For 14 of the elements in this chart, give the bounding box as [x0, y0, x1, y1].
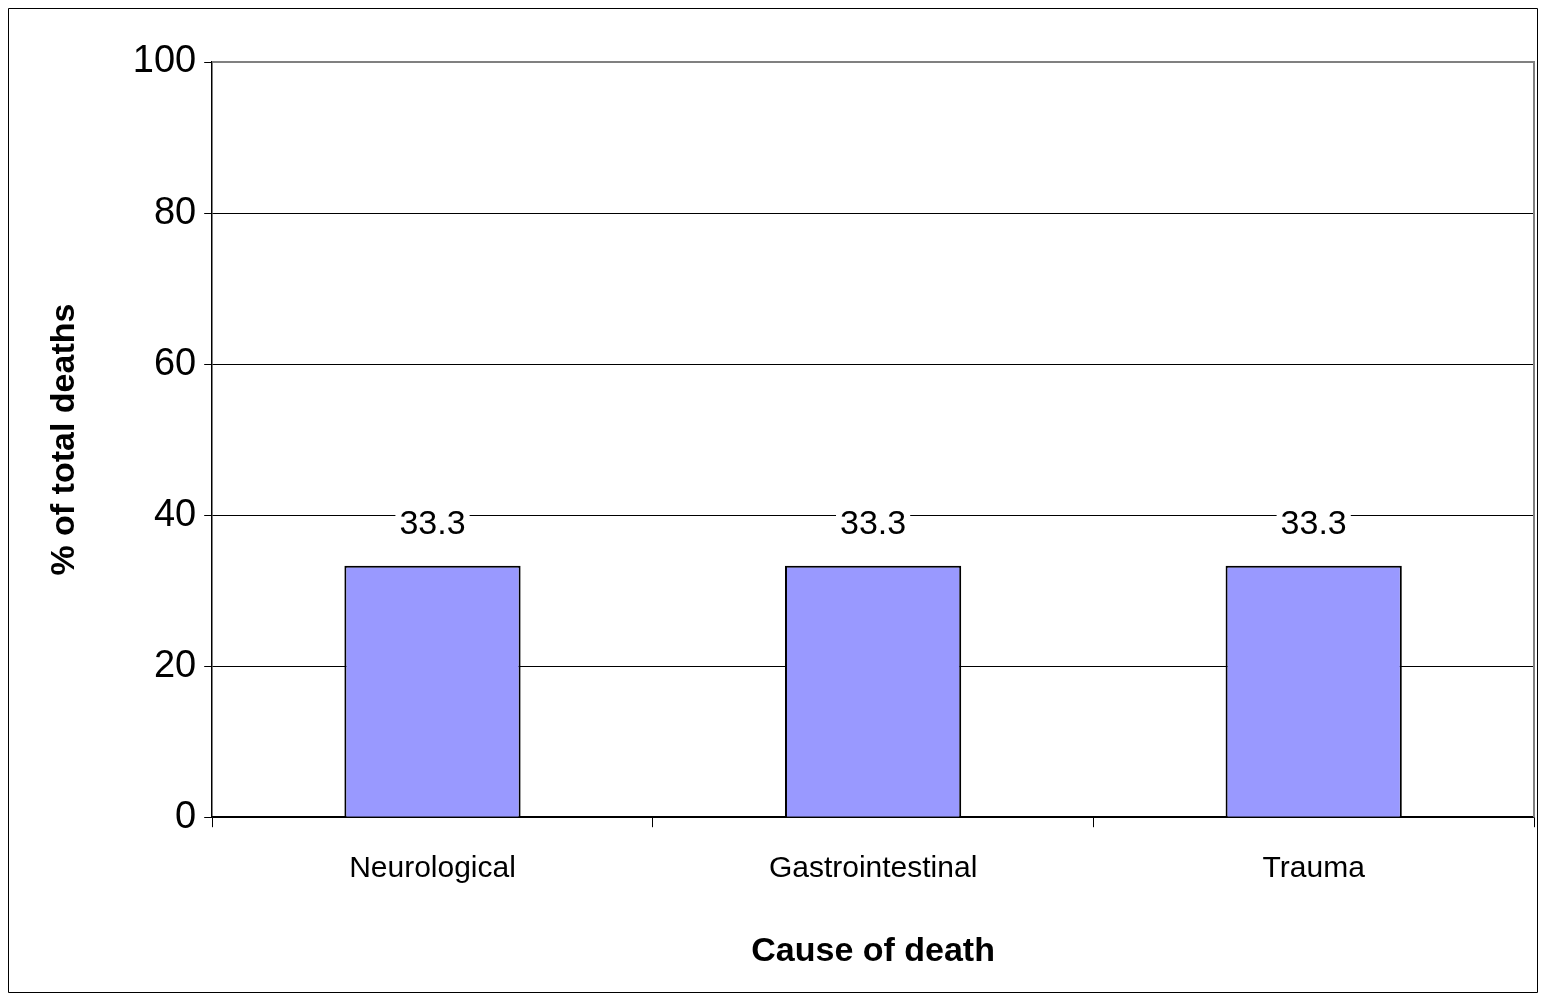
- data-label: 33.3: [840, 503, 907, 542]
- y-tick-label: 60: [153, 340, 197, 383]
- y-axis-title: % of total deaths: [42, 303, 81, 576]
- y-tick-label: 20: [153, 642, 197, 685]
- y-tick-label: 100: [132, 38, 197, 81]
- data-label: 33.3: [399, 503, 466, 542]
- y-tick-label: 40: [153, 491, 197, 534]
- y-tick-label: 0: [175, 793, 197, 836]
- x-tick-label: Gastrointestinal: [768, 850, 978, 884]
- x-tick-label: Trauma: [1262, 850, 1366, 884]
- x-axis-title: Cause of death: [751, 929, 995, 968]
- y-tick-label: 80: [153, 189, 197, 232]
- data-label: 33.3: [1280, 503, 1347, 542]
- x-tick-label: Neurological: [349, 850, 516, 884]
